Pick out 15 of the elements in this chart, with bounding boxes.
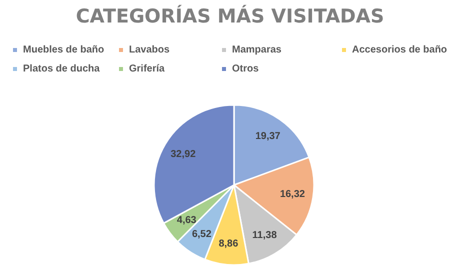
data-label: 32,92 [170, 149, 196, 160]
legend-label: Grifería [129, 64, 166, 74]
data-label: 4,63 [176, 215, 197, 226]
data-label: 8,86 [218, 238, 239, 250]
legend-label: Muebles de baño [23, 44, 104, 56]
data-label: 6,52 [192, 229, 212, 240]
data-label: 19,37 [255, 130, 281, 142]
legend-label: Lavabos [129, 44, 170, 56]
chart-title: CATEGORÍAS MÁS VISITADAS [76, 4, 384, 28]
legend-label: Platos de ducha [23, 64, 100, 74]
data-label: 11,38 [252, 230, 278, 242]
legend-label: Accesorios de baño [352, 44, 448, 56]
legend-label: Mamparas [232, 44, 282, 56]
legend-label: Otros [232, 64, 260, 74]
data-label: 16,32 [280, 188, 306, 200]
